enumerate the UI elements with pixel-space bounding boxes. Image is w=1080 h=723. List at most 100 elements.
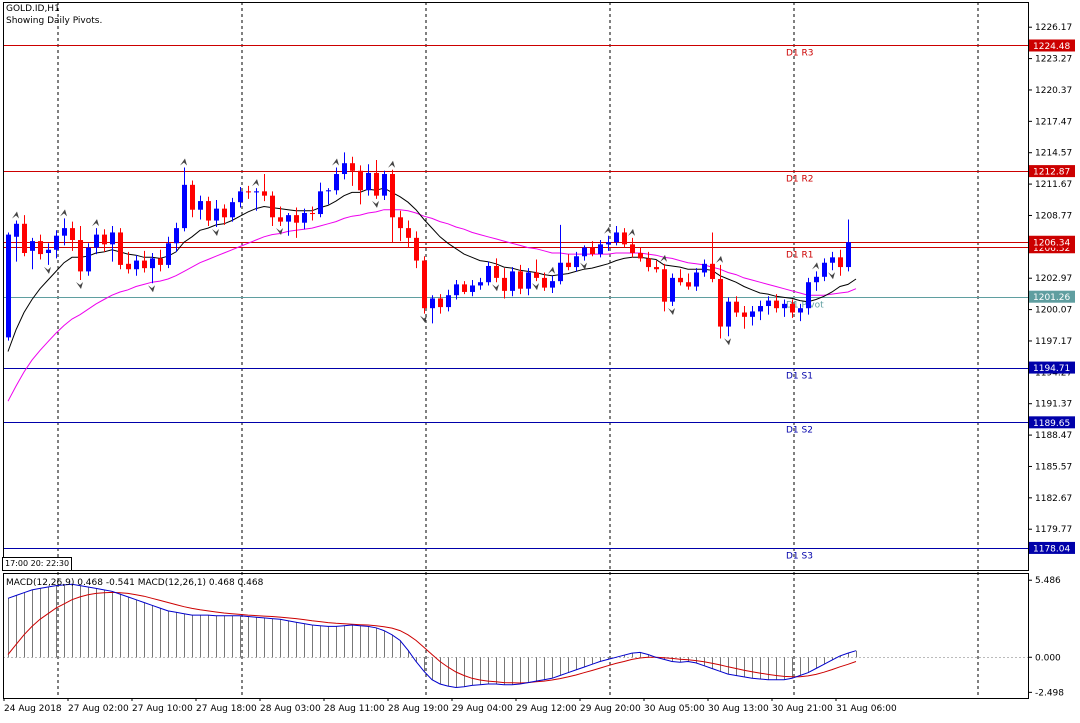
candle xyxy=(654,260,659,273)
candle-body xyxy=(406,228,411,238)
macd-y-tick-label: -2.498 xyxy=(1035,688,1064,698)
candle-body xyxy=(126,263,131,270)
fractal-down-marker xyxy=(828,272,835,280)
candle-body xyxy=(526,272,531,289)
macd-indicator xyxy=(3,583,1028,689)
y-tick-label: 1208.77 xyxy=(1035,211,1072,221)
candle xyxy=(278,206,283,226)
fractal-down-marker xyxy=(668,308,675,316)
fractal-down-marker xyxy=(372,200,379,208)
candle-body xyxy=(694,272,699,287)
candle-body xyxy=(206,201,211,221)
candle xyxy=(686,273,691,290)
candle xyxy=(678,269,683,286)
candle-body xyxy=(342,163,347,175)
candle xyxy=(830,251,835,271)
candle xyxy=(6,232,11,341)
candle-body xyxy=(462,284,467,292)
candle-body xyxy=(182,184,187,229)
fractal-up-marker xyxy=(332,158,339,166)
candle xyxy=(646,251,651,272)
candle xyxy=(134,255,139,276)
fractal-up-marker xyxy=(180,158,187,166)
candle xyxy=(446,289,451,312)
candle-body xyxy=(726,301,731,327)
candle-body xyxy=(718,278,723,327)
support-price-badge xyxy=(1029,361,1075,374)
candle-body xyxy=(70,228,75,241)
pivot-label: D1 S1 xyxy=(786,372,813,382)
candle-body xyxy=(830,257,835,263)
candle-body xyxy=(190,184,195,210)
support-price-badge-text: 1178.04 xyxy=(1033,544,1070,554)
candle-body xyxy=(302,212,307,223)
y-tick-label: 1191.37 xyxy=(1035,400,1072,410)
pivot-label: D1 R3 xyxy=(786,49,814,59)
candle xyxy=(222,204,227,225)
fractal-up-marker xyxy=(716,255,723,263)
candle xyxy=(374,159,379,199)
candle-body xyxy=(430,298,435,309)
candle xyxy=(502,268,507,299)
timeframe-box[interactable]: 17:00 20: 22:30 xyxy=(2,557,73,571)
candle xyxy=(814,271,819,291)
y-tick-label: 1211.67 xyxy=(1035,180,1072,190)
candle-body xyxy=(502,277,507,291)
y-tick-label: 1185.57 xyxy=(1035,462,1072,472)
candle xyxy=(390,169,395,243)
candle-body xyxy=(14,223,19,237)
candle-body xyxy=(846,242,851,268)
fractal-down-marker xyxy=(580,262,587,270)
candle-body xyxy=(94,234,99,248)
fractal-up-marker xyxy=(604,226,611,234)
candle xyxy=(78,225,83,281)
candle-body xyxy=(798,308,803,313)
candle xyxy=(822,258,827,282)
candle-body xyxy=(422,260,427,309)
candle-body xyxy=(710,263,715,279)
resistance-price-badge xyxy=(1029,165,1075,178)
candle xyxy=(182,167,187,232)
candle xyxy=(510,267,515,297)
x-tick-label: 28 Aug 11:00 xyxy=(324,704,385,714)
x-tick-label: 30 Aug 05:00 xyxy=(644,704,705,714)
candle-body xyxy=(510,271,515,291)
pivot-price-badge-text: 1201.26 xyxy=(1033,293,1070,303)
candle-body xyxy=(278,217,283,222)
fractal-down-marker xyxy=(44,266,51,274)
candle xyxy=(166,236,171,269)
candle xyxy=(494,258,499,283)
candle-body xyxy=(742,312,747,317)
fractal-down-marker xyxy=(212,229,219,237)
subtitle-label: Showing Daily Pivots. xyxy=(6,16,103,26)
candle xyxy=(270,191,275,226)
candle-body xyxy=(550,281,555,288)
candle xyxy=(606,235,611,251)
candle xyxy=(246,185,251,199)
candle xyxy=(230,197,235,222)
candle-body xyxy=(310,212,315,215)
candle-body xyxy=(790,303,795,313)
candle xyxy=(118,228,123,270)
candle xyxy=(766,296,771,315)
candle xyxy=(670,273,675,307)
candle xyxy=(366,164,371,196)
candle xyxy=(342,152,347,180)
candle-body xyxy=(806,282,811,309)
candle-body xyxy=(294,215,299,223)
candle xyxy=(774,294,779,313)
candle-body xyxy=(582,247,587,257)
candle xyxy=(462,281,467,295)
support-price-badge-text: 1189.65 xyxy=(1033,419,1070,429)
candle-body xyxy=(662,269,667,302)
candle-body xyxy=(542,277,547,288)
candle xyxy=(598,240,603,258)
candle-body xyxy=(38,241,43,255)
candle xyxy=(518,264,523,295)
candle xyxy=(534,259,539,282)
macd-signal-line xyxy=(7,591,857,684)
current-price-badge xyxy=(1029,235,1075,248)
candle-body xyxy=(494,265,499,278)
candle-body xyxy=(166,243,171,265)
candle-body xyxy=(262,191,267,196)
